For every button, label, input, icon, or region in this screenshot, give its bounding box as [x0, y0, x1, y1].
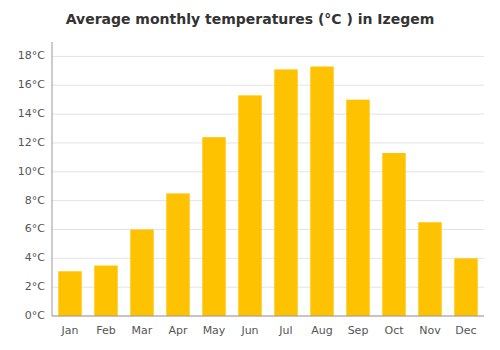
grid-line	[52, 114, 484, 115]
y-tick-label: 2°C	[25, 280, 45, 293]
bars	[58, 67, 477, 316]
x-tick-label: Jun	[240, 324, 258, 337]
y-tick-label: 6°C	[25, 222, 45, 235]
grid-line	[52, 316, 484, 317]
bar	[58, 271, 81, 316]
x-tick-labels: Jan Feb Mar Apr May Jun Jul Aug Sep Oct Nov Dec	[61, 324, 477, 337]
grid-line	[52, 142, 484, 143]
bar	[274, 69, 297, 316]
x-tick-label: Mar	[132, 324, 153, 337]
y-tick-labels: 0°C 2°C 4°C 6°C 8°C 10°C 12°C 14°C 16°C 18°C	[18, 49, 45, 322]
bar	[130, 229, 153, 316]
y-tick-label: 12°C	[18, 136, 45, 149]
grid-line	[52, 85, 484, 86]
y-tick-label: 16°C	[18, 78, 45, 91]
x-tick-label: Jul	[278, 324, 292, 337]
x-tick-label: Apr	[168, 324, 188, 337]
x-tick-label: May	[203, 324, 226, 337]
x-tick-label: Jan	[61, 324, 79, 337]
y-tick-label: 0°C	[25, 309, 45, 322]
x-tick-label: Aug	[311, 324, 332, 337]
grid-line	[52, 171, 484, 172]
x-tick-label: Nov	[419, 324, 441, 337]
bar	[418, 222, 441, 316]
x-tick-label: Feb	[96, 324, 115, 337]
bar	[310, 67, 333, 316]
y-axis-line	[52, 42, 53, 316]
bar	[166, 193, 189, 316]
bar	[382, 153, 405, 316]
bar	[346, 100, 369, 316]
page: {"chart_data": {"type": "bar", "title": …	[0, 0, 500, 350]
y-tick-label: 18°C	[18, 49, 45, 62]
bar	[454, 258, 477, 316]
x-tick-label: Oct	[384, 324, 404, 337]
grid-line	[52, 200, 484, 201]
grid-line	[52, 56, 484, 57]
y-tick-label: 10°C	[18, 165, 45, 178]
x-axis-line	[52, 316, 484, 317]
y-tick-label: 14°C	[18, 107, 45, 120]
x-tick-label: Dec	[455, 324, 476, 337]
chart: Average monthly temperatures (°C ) in Iz…	[0, 0, 500, 350]
title: Average monthly temperatures (°C ) in Iz…	[66, 11, 435, 27]
grid	[52, 56, 484, 316]
bar	[202, 137, 225, 316]
bar	[94, 266, 117, 316]
y-tick-label: 8°C	[25, 194, 45, 207]
chart-container: Average monthly temperatures (°C ) in Iz…	[0, 0, 500, 350]
bar	[238, 95, 261, 316]
y-tick-label: 4°C	[25, 251, 45, 264]
x-tick-label: Sep	[348, 324, 369, 337]
